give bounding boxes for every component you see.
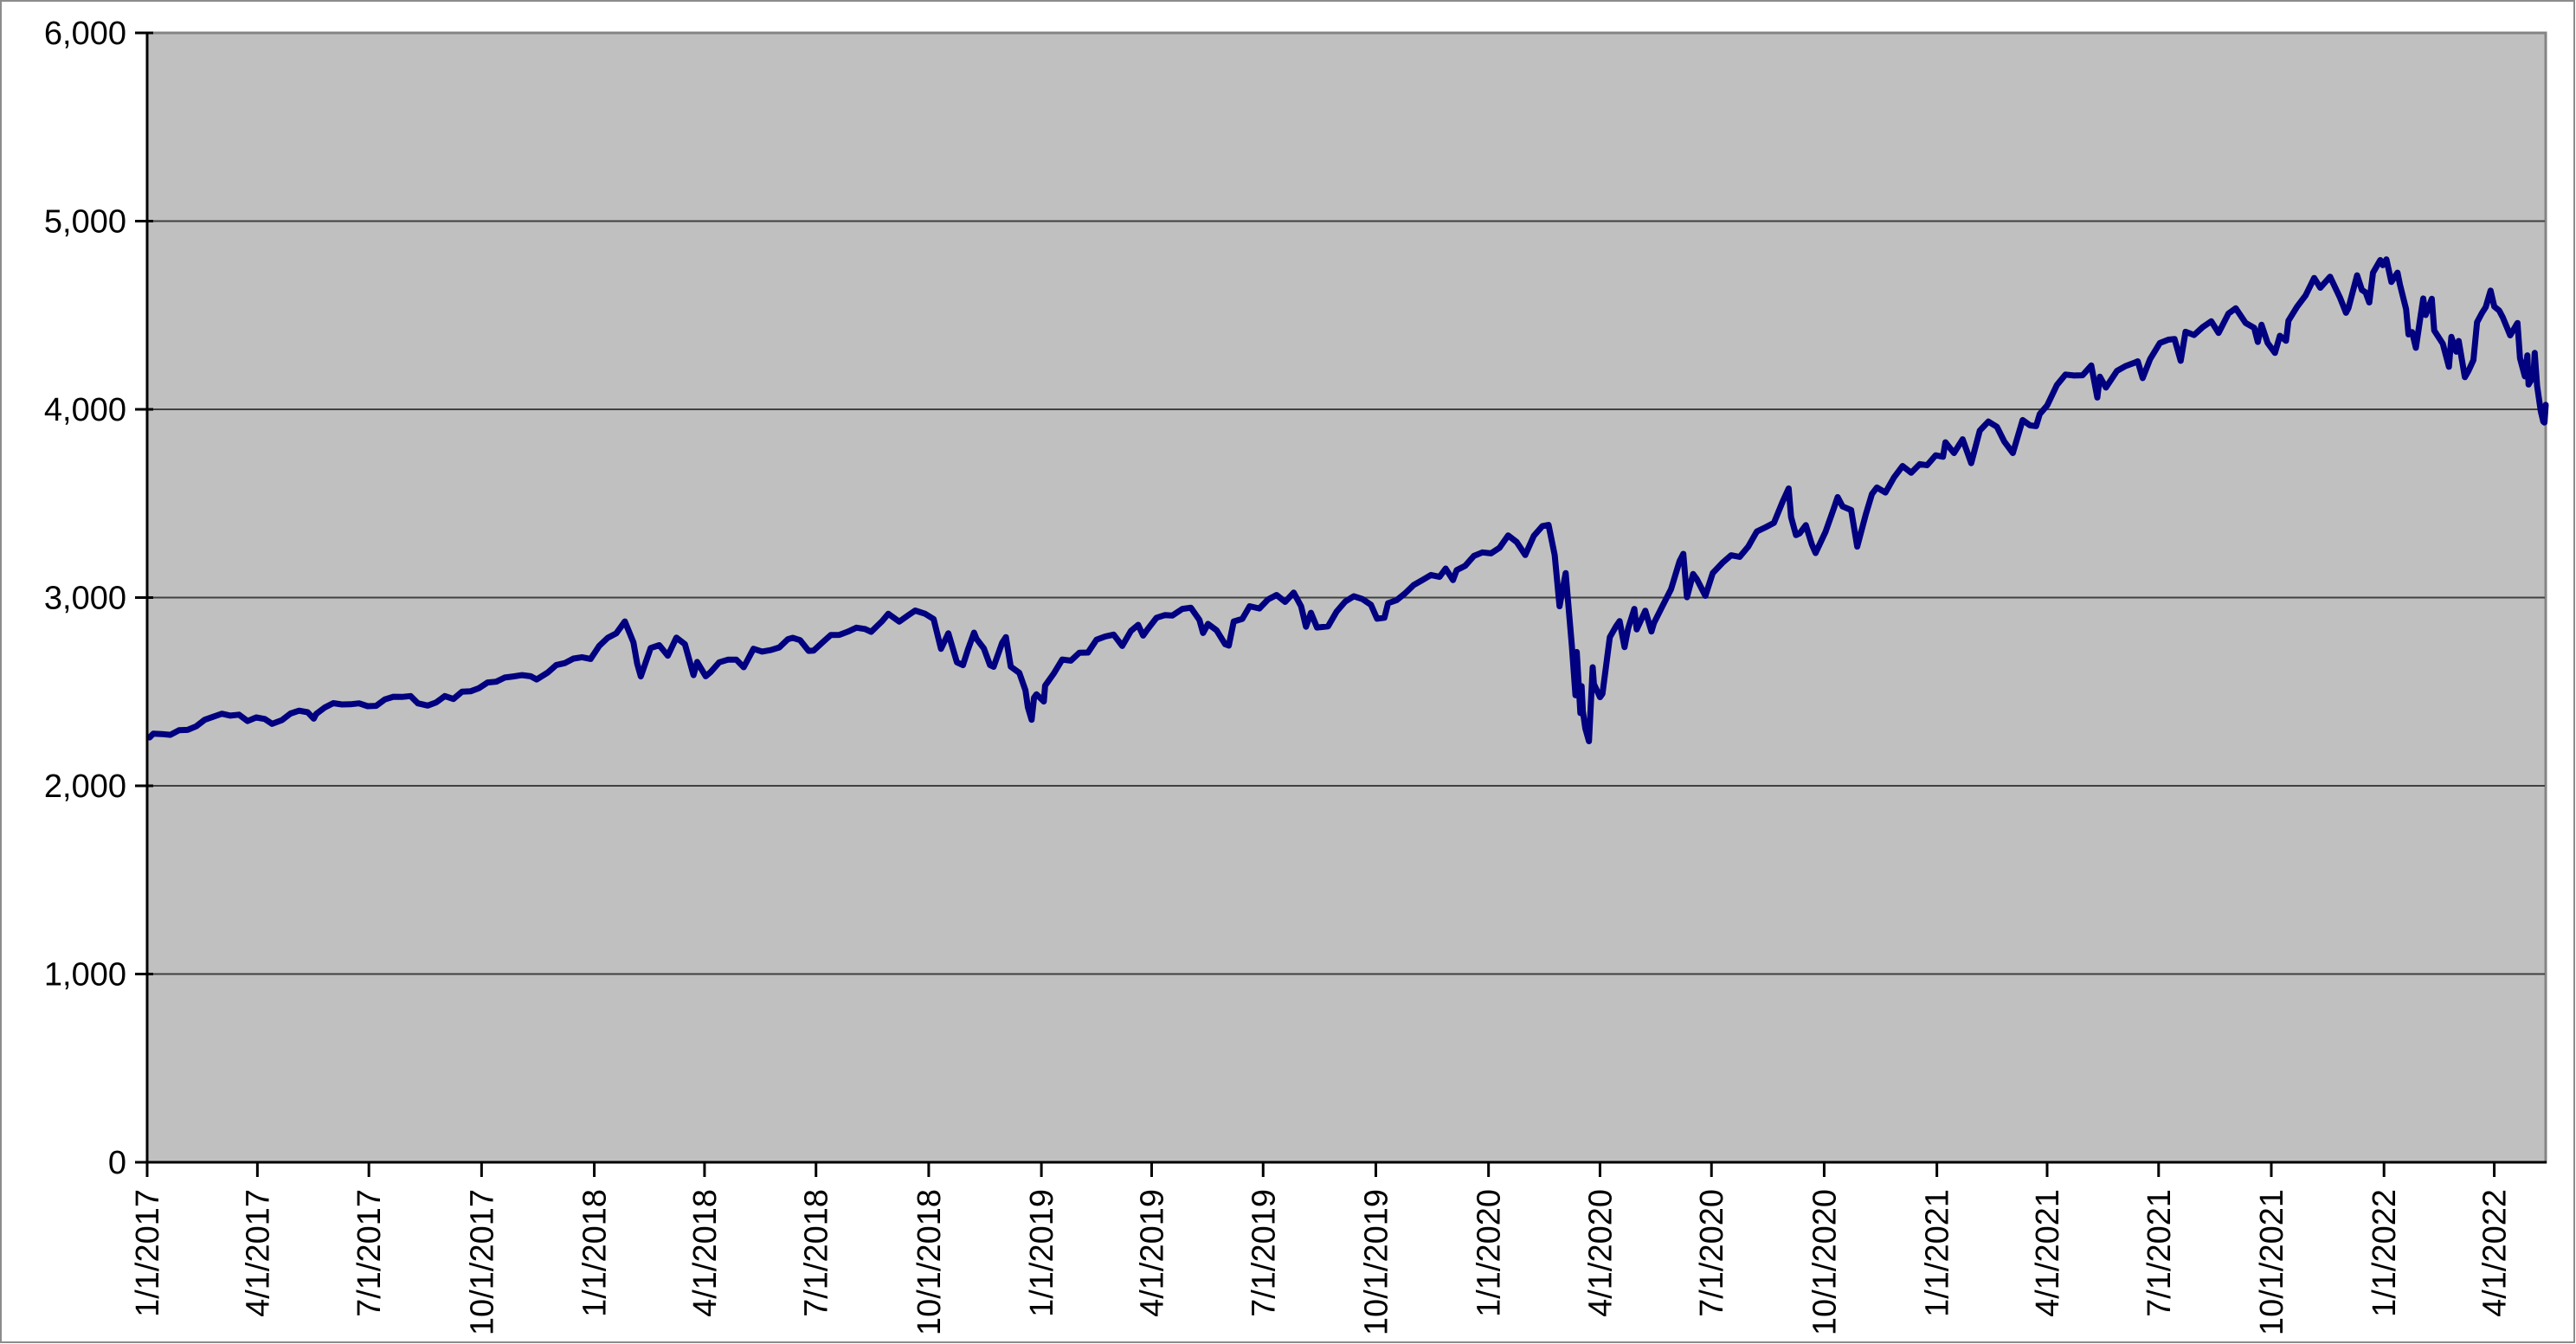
y-tick-label-5000: 5,000 — [44, 204, 126, 241]
x-tick-label-6: 7/1/2018 — [799, 1189, 835, 1317]
x-tick-label-8: 1/1/2019 — [1024, 1189, 1060, 1317]
x-tick-label-5: 4/1/2018 — [687, 1189, 724, 1317]
x-tick-label-12: 1/1/2020 — [1472, 1189, 1508, 1317]
x-tick-label-11: 10/1/2019 — [1358, 1189, 1394, 1335]
x-tick-label-15: 10/1/2020 — [1806, 1189, 1843, 1335]
y-tick-label-3000: 3,000 — [44, 581, 126, 617]
x-tick-label-3: 10/1/2017 — [464, 1189, 500, 1335]
x-tick-label-7: 10/1/2018 — [911, 1189, 948, 1335]
x-tick-label-16: 1/1/2021 — [1920, 1189, 1956, 1317]
x-tick-label-0: 1/1/2017 — [130, 1189, 166, 1317]
y-tick-label-1000: 1,000 — [44, 957, 126, 994]
y-tick-label-6000: 6,000 — [44, 16, 126, 52]
x-tick-label-10: 7/1/2019 — [1246, 1189, 1282, 1317]
x-tick-label-9: 4/1/2019 — [1134, 1189, 1170, 1317]
y-tick-label-4000: 4,000 — [44, 392, 126, 428]
x-tick-label-13: 4/1/2020 — [1582, 1189, 1619, 1317]
x-tick-label-19: 10/1/2021 — [2254, 1189, 2290, 1335]
x-tick-label-4: 1/1/2018 — [577, 1189, 614, 1317]
y-tick-label-2000: 2,000 — [44, 768, 126, 805]
x-tick-label-2: 7/1/2017 — [351, 1189, 388, 1317]
x-tick-label-20: 1/1/2022 — [2367, 1189, 2403, 1317]
x-tick-label-18: 7/1/2021 — [2141, 1189, 2178, 1317]
series-line-0 — [146, 256, 2549, 744]
x-tick-label-21: 4/1/2022 — [2477, 1189, 2514, 1317]
x-tick-label-14: 7/1/2020 — [1694, 1189, 1730, 1317]
x-tick-label-17: 4/1/2021 — [2030, 1189, 2066, 1317]
y-tick-label-0: 0 — [108, 1145, 126, 1181]
x-tick-label-1: 4/1/2017 — [240, 1189, 276, 1317]
